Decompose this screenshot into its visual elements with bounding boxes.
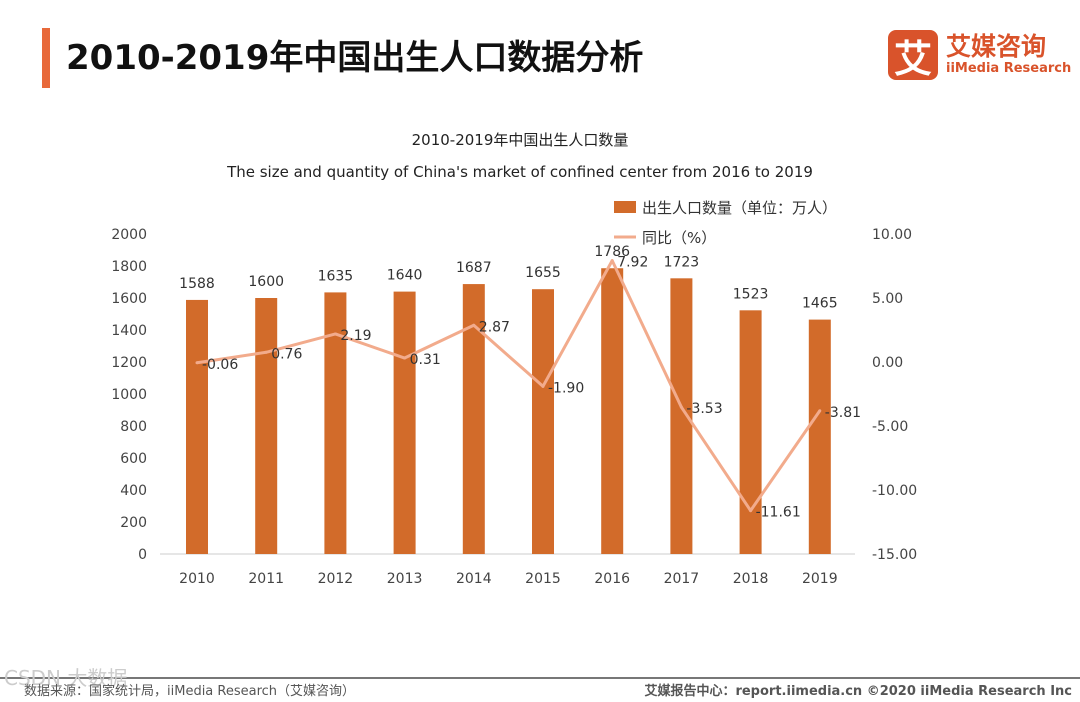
x-tick-label: 2012 [318,571,354,587]
chart-title: 2010-2019年中国出生人口数量 [412,131,629,149]
bar [670,278,693,554]
line-value-label: -0.06 [202,357,238,373]
right-tick-label: 0.00 [872,355,903,371]
bar-value-label: 1640 [387,268,423,284]
chart-subtitle: The size and quantity of China's market … [226,163,813,181]
line-value-label: 7.92 [617,255,648,271]
left-tick-label: 200 [120,515,147,531]
bar [601,268,624,554]
bar-value-label: 1655 [525,265,561,281]
legend-bar-label: 出生人口数量（单位：万人） [642,199,837,217]
line-point [541,384,545,388]
line-point [818,409,822,413]
title-accent-bar [42,28,50,88]
line-point [610,259,614,263]
source-note: 数据来源：国家统计局，iiMedia Research（艾媒咨询） [24,684,356,699]
left-tick-label: 0 [138,547,147,563]
bar [462,284,485,554]
logo-mark: 艾 [888,30,938,81]
logo-cn: 艾媒咨询 [946,32,1047,61]
line-point [333,332,337,336]
bar-value-label: 1600 [248,274,284,290]
footer-credit: 艾媒报告中心：report.iimedia.cn ©2020 iiMedia R… [644,684,1072,699]
right-tick-label: -15.00 [872,547,917,563]
right-tick-label: -10.00 [872,483,917,499]
line-point [749,509,753,513]
x-tick-label: 2014 [456,571,492,587]
bar-value-label: 1588 [179,276,215,292]
left-tick-label: 400 [120,483,147,499]
line-value-label: 2.19 [340,328,371,344]
watermark: CSDN 大数据 [4,666,128,690]
line-value-label: -11.61 [756,505,801,521]
bar-value-label: 1687 [456,260,492,276]
left-tick-label: 1000 [111,387,147,403]
logo-en: iiMedia Research [946,61,1072,76]
left-tick-label: 600 [120,451,147,467]
bar-value-label: 1786 [594,244,630,260]
bar-value-label: 1523 [733,286,769,302]
legend-bar-swatch [614,201,636,213]
x-tick-label: 2011 [248,571,284,587]
bar [532,289,554,554]
bar [393,291,416,554]
logo: 艾 艾媒咨询 iiMedia Research [888,30,1072,81]
bar-value-label: 1723 [664,254,700,270]
bar [739,310,762,554]
left-tick-label: 2000 [111,227,147,243]
line-value-label: -1.90 [548,380,584,396]
right-tick-label: 5.00 [872,291,903,307]
footer-divider [0,677,1080,679]
line-point [472,323,476,327]
line-point [264,350,268,354]
page-title: 2010-2019年中国出生人口数据分析 [66,38,644,78]
x-tick-label: 2013 [387,571,423,587]
x-tick-label: 2019 [802,571,838,587]
line-value-label: -3.53 [686,401,722,417]
legend-line-label: 同比（%） [642,229,716,247]
x-tick-label: 2018 [733,571,769,587]
left-tick-label: 1600 [111,291,147,307]
right-tick-label: -5.00 [872,419,908,435]
bar-value-label: 1635 [318,268,354,284]
left-tick-label: 1400 [111,323,147,339]
x-tick-label: 2015 [525,571,561,587]
line-value-label: 0.31 [410,352,441,368]
bar [255,298,278,554]
right-tick-label: 10.00 [872,227,912,243]
bar [324,292,347,554]
left-tick-label: 800 [120,419,147,435]
x-tick-label: 2017 [664,571,700,587]
line-point [195,361,199,365]
left-tick-label: 1800 [111,259,147,275]
line-value-label: -3.81 [825,405,861,421]
line-value-label: 0.76 [271,346,302,362]
line-point [403,356,407,360]
line-value-label: 2.87 [479,319,510,335]
x-tick-label: 2010 [179,571,215,587]
bar [186,299,208,554]
x-tick-label: 2016 [594,571,630,587]
left-tick-label: 1200 [111,355,147,371]
line-series [196,259,822,513]
line-point [679,405,683,409]
bar-value-label: 1465 [802,296,838,312]
bar [808,319,831,554]
